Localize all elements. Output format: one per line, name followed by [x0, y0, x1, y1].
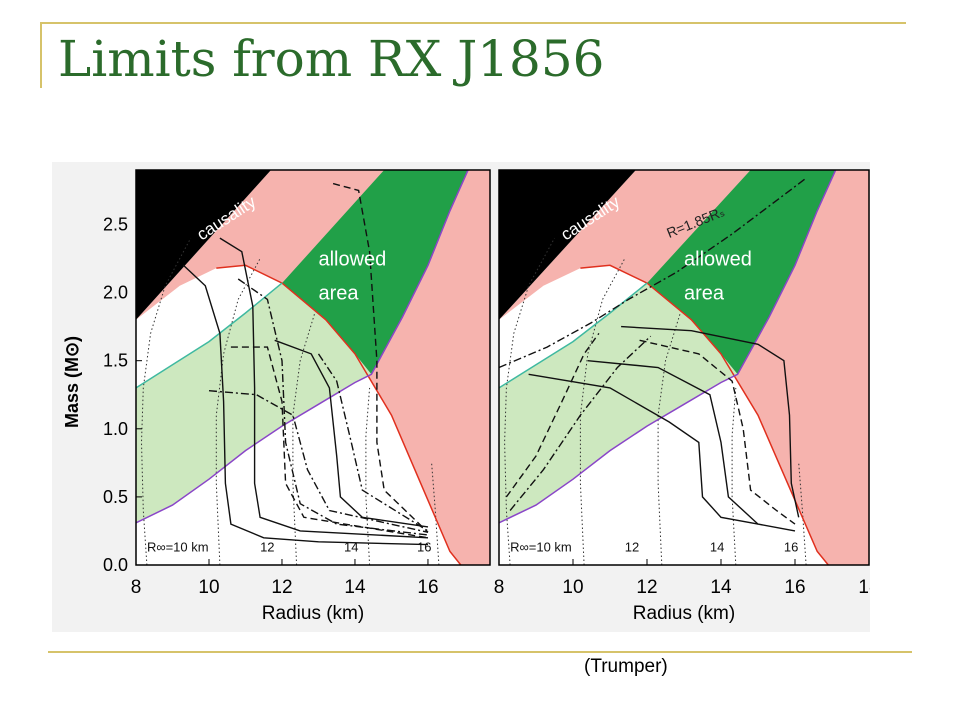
x-tick-label: 16	[417, 577, 438, 598]
eos-curve-dashed	[230, 346, 429, 539]
x-tick-label: 16	[784, 577, 805, 598]
r-inf-label: 12	[625, 539, 639, 554]
bottom-rule	[48, 651, 912, 653]
eos-curve-dashdot	[237, 278, 429, 536]
eos-curve-dashed	[332, 182, 429, 533]
r-inf-label: 16	[784, 539, 798, 554]
r-inf-label: 14	[710, 539, 724, 554]
y-tick-label: 2.5	[103, 214, 128, 234]
x-tick-label: 14	[344, 577, 366, 598]
eos-curve-dashed	[639, 339, 796, 525]
y-tick-label: 0.5	[103, 487, 128, 507]
title-rule-top	[42, 22, 906, 24]
slide-title: Limits from RX J1856	[58, 30, 605, 88]
red-boundary-line	[580, 264, 829, 565]
x-axis-label: Radius (km)	[633, 603, 735, 624]
x-tick-label: 10	[198, 577, 219, 598]
y-tick-label: 1.5	[103, 351, 128, 371]
allowed-label-line1: allowed	[684, 248, 752, 270]
causality-region	[499, 170, 636, 320]
eos-curve-dashed	[505, 332, 600, 498]
eos-curve-solid	[182, 264, 429, 546]
eos-curve-dashdot	[509, 335, 652, 511]
credit-text: (Trumper)	[584, 656, 668, 677]
allowed-region	[282, 170, 469, 375]
r-inf-curve	[140, 237, 192, 565]
r-inf-curve	[504, 237, 555, 565]
plot-frame	[135, 169, 491, 566]
y-tick-label: 2.0	[103, 283, 128, 303]
r-inf-label: R∞=10 km	[510, 539, 572, 554]
eos-curve-solid	[219, 237, 429, 539]
light-green-region	[136, 283, 372, 523]
x-tick-label: 10	[562, 577, 583, 598]
panel-plot-area	[499, 170, 869, 565]
y-axis-label: Mass (M⊙)	[62, 336, 82, 428]
x-tick-label: 14	[710, 577, 732, 598]
panel-plot-area	[136, 170, 490, 565]
eos-curve-solid	[528, 373, 759, 525]
r-inf-label: 16	[417, 539, 431, 554]
allowed-label-line1: allowed	[318, 248, 386, 270]
allowed-label-line2: area	[318, 282, 359, 304]
x-tick-label: 12	[636, 577, 657, 598]
y-tick-label: 0.0	[103, 555, 128, 575]
r-inf-curve	[292, 312, 316, 565]
r-inf-curve	[365, 387, 371, 565]
r-inf-curve	[579, 258, 626, 565]
r-inf-label: 14	[344, 539, 358, 554]
x-tick-label: 12	[271, 577, 292, 598]
r-inf-label: R∞=10 km	[147, 539, 209, 554]
purple-boundary-line	[136, 170, 469, 524]
white-cap-region	[499, 265, 647, 388]
x-tick-label: 18	[858, 577, 870, 598]
allowed-region	[647, 170, 836, 375]
eos-curve-dashdot	[208, 390, 429, 533]
purple-boundary-line	[499, 170, 837, 524]
eos-curve-solid	[587, 360, 796, 532]
red-boundary-line	[216, 264, 462, 565]
allowed-label-line2: area	[684, 282, 725, 304]
light-green-region	[499, 283, 738, 523]
causality-region	[136, 170, 271, 320]
teal-boundary-line	[136, 282, 283, 389]
r-inf-curve	[215, 258, 261, 565]
r-inf-curve	[731, 387, 737, 565]
plot-frame	[498, 169, 870, 566]
eos-curve-dashdot	[499, 177, 807, 369]
white-cap-region	[136, 265, 282, 388]
x-tick-label: 8	[131, 577, 142, 598]
eos-curve-solid	[621, 325, 800, 518]
r-inf-label: 12	[260, 539, 274, 554]
y-tick-label: 1.0	[103, 419, 128, 439]
eos-curve-dashdot	[317, 353, 429, 532]
x-tick-label: 8	[494, 577, 505, 598]
title-rule-left	[40, 22, 42, 88]
x-axis-label: Radius (km)	[262, 603, 364, 624]
